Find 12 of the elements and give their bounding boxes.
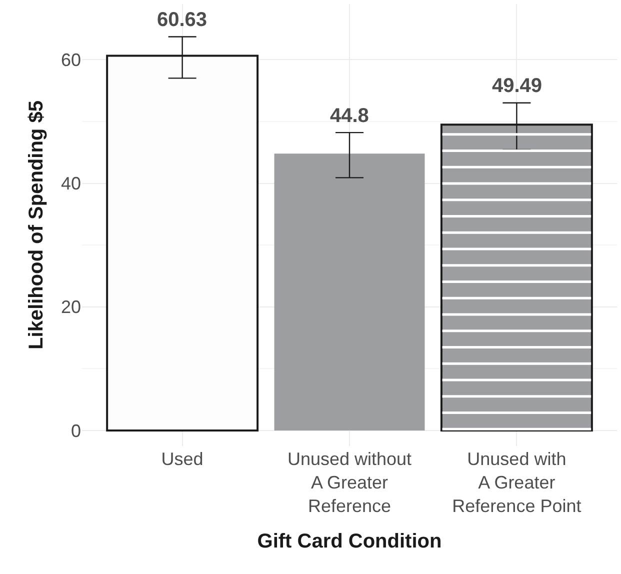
- y-axis-title: Likelihood of Spending $5: [25, 100, 48, 350]
- x-tick-label: Unused with A Greater Reference Point: [452, 449, 582, 516]
- y-tick-label: 20: [60, 297, 81, 318]
- data-label: 60.63: [157, 9, 208, 31]
- y-tick-label: 40: [60, 174, 81, 194]
- data-label: 49.49: [492, 75, 542, 97]
- x-tick-label: Unused without A Greater Reference: [287, 449, 412, 516]
- y-tick-label: 0: [70, 420, 81, 441]
- x-tick-label: Used: [161, 449, 204, 469]
- x-axis-title: Gift Card Condition: [257, 530, 442, 552]
- data-label: 44.8: [330, 105, 369, 127]
- y-tick-label: 60: [60, 50, 81, 70]
